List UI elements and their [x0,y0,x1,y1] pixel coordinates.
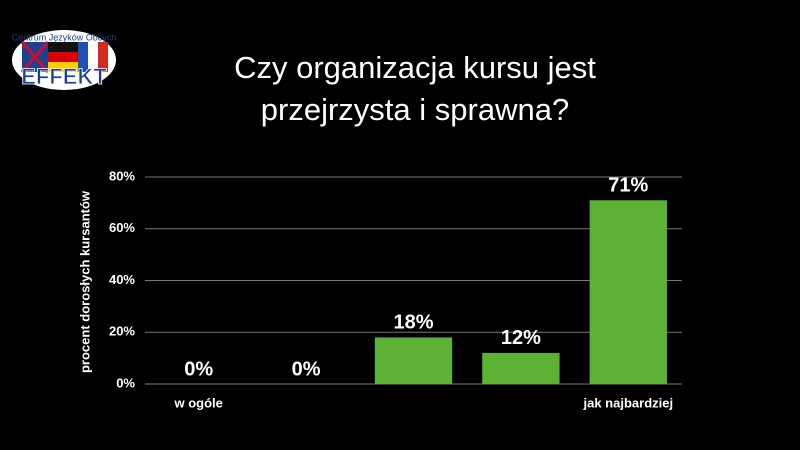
flag-uk-cross [20,41,50,73]
chart-title: Czy organizacja kursu jest [234,50,596,85]
logo-name: EFFEKT [21,64,107,89]
logo: Centrum Języków Obcych EFFEKT [12,30,117,90]
x-tick-label: jak najbardziej [583,395,674,410]
value-label: 71% [608,175,648,197]
value-label: 12% [501,327,541,349]
flag-fr [98,42,108,72]
bar [482,352,560,384]
flag-de [48,42,78,52]
y-tick-label: 40% [109,272,135,287]
flag-de [48,62,78,72]
y-tick-label: 0% [116,375,135,390]
y-tick-label: 20% [109,324,135,339]
x-tick-label: w ogóle [174,395,223,410]
chart-title: przejrzysta i sprawna? [261,92,569,127]
flag-fr [88,42,98,72]
bar [589,200,667,384]
logo-caption: Centrum Języków Obcych [12,32,117,42]
value-label: 18% [393,312,433,334]
y-tick-label: 60% [109,220,135,235]
y-tick-label: 80% [109,168,135,183]
value-label: 0% [184,358,213,380]
flag-de [48,52,78,62]
flag-fr [78,42,88,72]
value-label: 0% [292,358,321,380]
bar [374,337,453,384]
y-axis-label: procent dorosłych kursantów [77,190,92,373]
